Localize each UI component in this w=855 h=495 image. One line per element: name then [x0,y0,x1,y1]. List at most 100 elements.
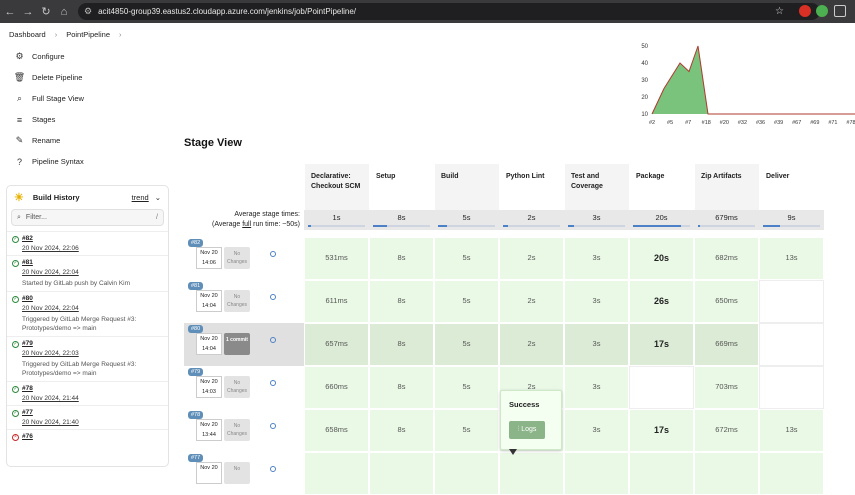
run-changes[interactable]: No Changes [224,419,250,441]
run-changes[interactable]: No Changes [224,247,250,269]
run-changes[interactable]: No [224,462,250,484]
sidebar-item-stages[interactable]: ≡ Stages [0,109,182,130]
stage-cell[interactable]: 672ms [694,409,759,452]
stage-cell[interactable] [629,452,694,495]
build-history-item[interactable]: ✓ #82 20 Nov 2024, 22:06 [7,231,168,255]
build-date[interactable]: 20 Nov 2024, 22:04 [22,305,79,312]
home-icon[interactable]: ⌂ [60,5,68,18]
extensions-puzzle-icon[interactable] [834,5,846,17]
stage-cell[interactable] [629,366,694,409]
run-tag[interactable]: #82 [188,239,204,247]
build-number[interactable]: #76 [22,433,33,440]
sidebar-item-full-stage-view[interactable]: ⌕ Full Stage View [0,88,182,109]
build-filter-input[interactable]: ⌕ Filter... / [11,209,164,226]
back-icon[interactable]: ← [4,5,16,18]
info-icon[interactable] [270,423,276,429]
reload-icon[interactable]: ↻ [41,6,51,18]
info-icon[interactable] [270,294,276,300]
stage-cell[interactable]: 5s [434,237,499,280]
stage-cell[interactable]: 2s [499,237,564,280]
address-bar[interactable]: ⚙ acit4850-group39.eastus2.cloudapp.azur… [78,3,820,20]
address-url[interactable]: acit4850-group39.eastus2.cloudapp.azure.… [98,7,357,16]
breadcrumb-job[interactable]: PointPipeline [66,30,110,39]
stage-cell[interactable] [564,452,629,495]
stage-cell[interactable]: 5s [434,409,499,452]
avg-full-link[interactable]: full [242,221,252,228]
stage-cell[interactable]: 682ms [694,237,759,280]
stage-cell[interactable]: 8s [369,237,434,280]
stage-cell[interactable]: 17s [629,409,694,452]
stage-cell[interactable]: 3s [564,237,629,280]
run-tag[interactable]: #79 [188,368,204,376]
run-tag[interactable]: #80 [188,325,204,333]
run-tag[interactable]: #77 [188,454,204,462]
stage-cell[interactable]: 5s [434,280,499,323]
stage-cell[interactable]: 8s [369,366,434,409]
info-icon[interactable] [270,251,276,257]
run-changes[interactable]: No Changes [224,290,250,312]
build-history-item[interactable]: ✓ #78 20 Nov 2024, 21:44 [7,381,168,405]
chevron-down-icon[interactable]: ⌄ [154,193,161,202]
stage-cell[interactable] [369,452,434,495]
info-icon[interactable] [270,380,276,386]
stage-cell[interactable]: 2s [499,280,564,323]
stage-cell[interactable]: 3s [564,366,629,409]
stage-cell[interactable]: 3s [564,280,629,323]
extension-icon[interactable] [799,5,811,17]
info-icon[interactable] [270,466,276,472]
stage-cell[interactable]: 5s [434,366,499,409]
stage-cell[interactable]: 3s [564,409,629,452]
build-date[interactable]: 20 Nov 2024, 22:04 [22,269,79,276]
build-number[interactable]: #81 [22,259,33,266]
info-icon[interactable] [270,337,276,343]
stage-cell[interactable] [304,452,369,495]
stage-cell[interactable] [434,452,499,495]
stage-cell[interactable]: 660ms [304,366,369,409]
stage-cell[interactable]: 5s [434,323,499,366]
stage-cell[interactable]: 13s [759,409,824,452]
stage-cell[interactable]: 2s [499,323,564,366]
stage-cell[interactable]: 669ms [694,323,759,366]
stage-cell[interactable]: 8s [369,409,434,452]
stage-cell[interactable]: 657ms [304,323,369,366]
stage-cell[interactable] [759,452,824,495]
build-date[interactable]: 20 Nov 2024, 21:40 [22,419,79,426]
sidebar-item-delete[interactable]: 🗑 Delete Pipeline [0,67,182,88]
stage-cell[interactable]: 650ms [694,280,759,323]
bookmark-star-icon[interactable]: ☆ [775,6,784,17]
stage-cell[interactable]: 20s [629,237,694,280]
extension-icon[interactable] [816,5,828,17]
build-number[interactable]: #78 [22,385,33,392]
build-history-item[interactable]: ✓ #79 20 Nov 2024, 22:03 Triggered by GitLa… [7,336,168,381]
build-date[interactable]: 20 Nov 2024, 21:44 [22,395,79,402]
stage-cell[interactable]: 3s [564,323,629,366]
stage-cell[interactable] [759,323,824,366]
stage-cell[interactable] [759,366,824,409]
sidebar-item-configure[interactable]: ⚙ Configure [0,46,182,67]
run-tag[interactable]: #78 [188,411,204,419]
build-number[interactable]: #77 [22,409,33,416]
stage-cell[interactable]: 658ms [304,409,369,452]
stage-cell[interactable]: 17s [629,323,694,366]
build-date[interactable]: 20 Nov 2024, 22:03 [22,350,79,357]
build-date[interactable]: 20 Nov 2024, 22:06 [22,245,79,252]
site-info-icon[interactable]: ⚙ [84,6,93,16]
stage-cell[interactable] [759,280,824,323]
run-tag[interactable]: #81 [188,282,204,290]
stage-cell[interactable]: 531ms [304,237,369,280]
stage-cell[interactable]: 13s [759,237,824,280]
stage-cell[interactable]: 8s [369,323,434,366]
stage-cell[interactable] [694,452,759,495]
breadcrumb-dashboard[interactable]: Dashboard [9,30,46,39]
stage-cell[interactable]: 8s [369,280,434,323]
run-changes[interactable]: No Changes [224,376,250,398]
build-history-item[interactable]: ✓ #80 20 Nov 2024, 22:04 Triggered by GitLa… [7,291,168,336]
stage-cell[interactable]: 26s [629,280,694,323]
stage-cell[interactable]: 611ms [304,280,369,323]
build-number[interactable]: #79 [22,340,33,347]
logs-button[interactable]: ⫶ Logs [509,421,545,439]
build-number[interactable]: #82 [22,235,33,242]
build-number[interactable]: #80 [22,295,33,302]
build-history-item[interactable]: ✓ #77 20 Nov 2024, 21:40 [7,405,168,429]
forward-icon[interactable]: → [22,5,34,18]
